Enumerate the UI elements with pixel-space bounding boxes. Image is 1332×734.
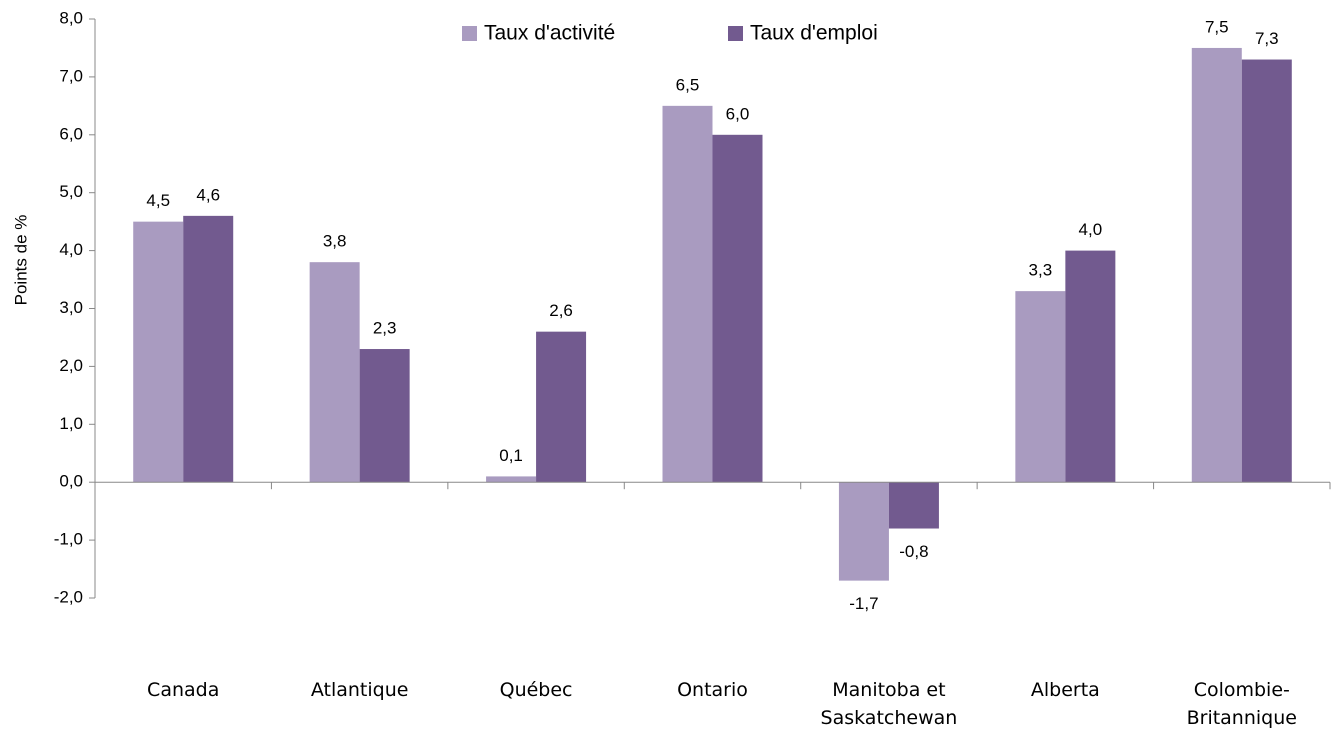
y-tick-label: 5,0 bbox=[59, 182, 83, 201]
y-tick-label: 4,0 bbox=[59, 240, 83, 259]
data-label: 3,8 bbox=[323, 232, 347, 251]
data-label: 4,6 bbox=[196, 185, 220, 204]
data-label: -0,8 bbox=[899, 542, 928, 561]
y-tick-label: 7,0 bbox=[59, 66, 83, 85]
data-label: 2,6 bbox=[549, 301, 573, 320]
x-tick-label: Ontario bbox=[677, 679, 748, 701]
data-label: 7,3 bbox=[1255, 29, 1279, 48]
y-tick-label: -2,0 bbox=[54, 587, 83, 606]
x-tick-label: Québec bbox=[499, 679, 573, 701]
data-label: 7,5 bbox=[1205, 17, 1229, 36]
bar bbox=[309, 262, 360, 483]
x-tick-label: Atlantique bbox=[310, 679, 409, 701]
y-tick-label: 1,0 bbox=[59, 414, 83, 433]
y-tick-label: 6,0 bbox=[59, 124, 83, 143]
y-axis-label: Points de % bbox=[11, 215, 30, 306]
bar bbox=[133, 221, 184, 483]
bar bbox=[888, 482, 939, 529]
legend-swatch bbox=[462, 26, 477, 41]
bar bbox=[486, 476, 537, 483]
bar bbox=[1065, 250, 1116, 483]
data-label: 2,3 bbox=[373, 319, 397, 338]
data-label: -1,7 bbox=[849, 594, 878, 613]
x-tick-label: Colombie-Britannique bbox=[1186, 679, 1297, 729]
bar bbox=[1191, 47, 1242, 483]
data-label: 4,0 bbox=[1079, 220, 1103, 239]
legend-swatch bbox=[728, 26, 743, 41]
y-tick-label: -1,0 bbox=[54, 530, 83, 549]
y-tick-label: 2,0 bbox=[59, 356, 83, 375]
bar bbox=[712, 134, 763, 483]
bar bbox=[183, 215, 234, 483]
legend-label: Taux d'emploi bbox=[750, 22, 878, 45]
bar bbox=[1241, 59, 1292, 483]
bar bbox=[1015, 291, 1066, 483]
bar bbox=[838, 482, 889, 581]
x-tick-label: Manitoba et Saskatchewan bbox=[820, 679, 958, 729]
data-label: 4,5 bbox=[146, 191, 170, 210]
data-label: 0,1 bbox=[499, 446, 523, 465]
y-tick-label: 0,0 bbox=[59, 472, 83, 491]
bar bbox=[662, 105, 713, 483]
y-tick-label: 8,0 bbox=[59, 8, 83, 27]
data-label: 6,0 bbox=[726, 104, 750, 123]
x-tick-label: Canada bbox=[147, 679, 220, 701]
bar bbox=[536, 331, 587, 483]
legend-label: Taux d'activité bbox=[484, 22, 615, 45]
data-label: 3,3 bbox=[1029, 261, 1053, 280]
bar bbox=[359, 349, 410, 483]
y-tick-label: 3,0 bbox=[59, 298, 83, 317]
x-tick-label: Alberta bbox=[1030, 679, 1100, 701]
data-label: 6,5 bbox=[676, 75, 700, 94]
